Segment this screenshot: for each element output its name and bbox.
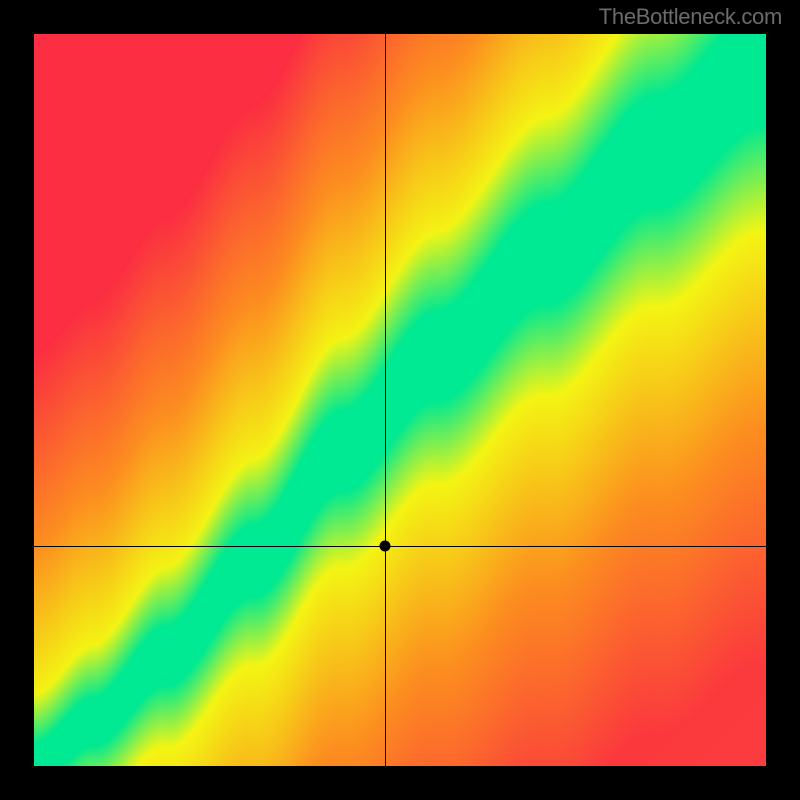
watermark-text: TheBottleneck.com [599, 4, 782, 30]
heatmap-canvas [34, 34, 766, 766]
plot-area [34, 34, 766, 766]
crosshair-vertical [385, 34, 386, 766]
crosshair-horizontal [34, 546, 766, 547]
marker-dot [380, 541, 391, 552]
image-frame: TheBottleneck.com [0, 0, 800, 800]
